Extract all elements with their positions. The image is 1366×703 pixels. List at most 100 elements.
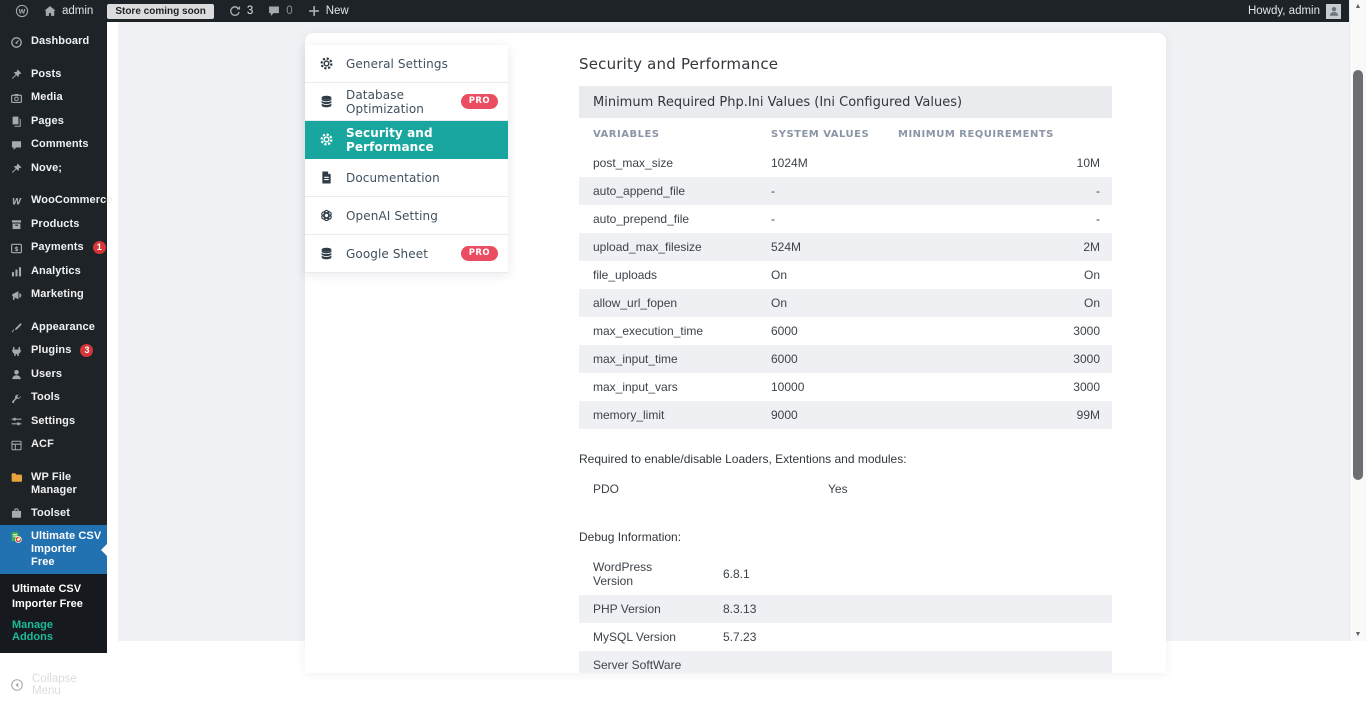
sidebar-item-settings[interactable]: Settings (0, 410, 107, 434)
updates-count: 3 (247, 5, 253, 17)
debug-value: 6.8.1 (709, 553, 1112, 595)
debug-note: Debug Information: (579, 530, 1112, 544)
variable-name: auto_prepend_file (579, 205, 757, 233)
submenu-item-manage-addons[interactable]: Manage Addons (12, 619, 95, 643)
store-coming-soon-badge[interactable]: Store coming soon (107, 4, 214, 19)
minimum-requirement: 10M (884, 149, 1112, 177)
minimum-requirement: On (884, 261, 1112, 289)
table-row: allow_url_fopen On On (579, 289, 1112, 317)
collapse-menu-button[interactable]: Collapse Menu (0, 667, 107, 703)
products-icon (10, 218, 23, 231)
debug-value: 8.3.13 (709, 595, 1112, 623)
table-row: upload_max_filesize 524M 2M (579, 233, 1112, 261)
table-header-row: VARIABLES SYSTEM VALUES MINIMUM REQUIREM… (579, 118, 1112, 149)
sidebar-item-pages[interactable]: Pages (0, 110, 107, 134)
settings-tab-list: General Settings Database Optimization P… (305, 45, 508, 273)
sidebar-item-acf[interactable]: ACF (0, 433, 107, 457)
sidebar-item-appearance[interactable]: Appearance (0, 316, 107, 340)
tab-database-optimization[interactable]: Database Optimization PRO (305, 83, 508, 121)
marketing-icon (10, 289, 23, 302)
table-row: file_uploads On On (579, 261, 1112, 289)
new-content-button[interactable]: New (300, 0, 356, 22)
sidebar-item-posts[interactable]: Posts (0, 63, 107, 87)
updates-button[interactable]: 3 (221, 0, 260, 22)
minimum-requirement: - (884, 205, 1112, 233)
site-link[interactable]: admin (36, 0, 100, 22)
sidebar-item-ultimate-csv-importer-free[interactable]: Ultimate CSV Importer Free (0, 525, 107, 574)
comments-button[interactable]: 0 (260, 0, 299, 22)
notification-badge: 1 (93, 241, 106, 254)
tab-google-sheet[interactable]: Google Sheet PRO (305, 235, 508, 273)
acf-icon (10, 439, 23, 452)
user-avatar-icon (1328, 5, 1340, 17)
variable-name: auto_append_file (579, 177, 757, 205)
variable-name: post_max_size (579, 149, 757, 177)
pro-badge: PRO (461, 246, 498, 261)
table-row: auto_prepend_file - - (579, 205, 1112, 233)
ini-values-rows: post_max_size 1024M 10M auto_append_file… (579, 149, 1112, 429)
system-value: 1024M (757, 149, 884, 177)
howdy-text: Howdy, admin (1248, 5, 1320, 17)
table-row: memory_limit 9000 99M (579, 401, 1112, 429)
analytics-icon (10, 265, 23, 278)
tab-documentation[interactable]: Documentation (305, 159, 508, 197)
tab-security-and-performance[interactable]: Security and Performance (305, 121, 508, 159)
loaders-table: PDO Yes (579, 475, 1112, 503)
sidebar-item-wp-file-manager[interactable]: WP File Manager (0, 466, 107, 502)
sidebar-item-toolset[interactable]: Toolset (0, 502, 107, 526)
system-value: 10000 (757, 373, 884, 401)
openai-icon (319, 208, 334, 223)
page-title: Security and Performance (579, 55, 1112, 73)
payments-icon: $ (10, 242, 23, 255)
sidebar-item-media[interactable]: Media (0, 86, 107, 110)
loaders-note: Required to enable/disable Loaders, Exte… (579, 452, 1112, 466)
ini-values-table: VARIABLES SYSTEM VALUES MINIMUM REQUIREM… (579, 118, 1112, 429)
notification-badge: 3 (80, 344, 93, 357)
tab-general-settings[interactable]: General Settings (305, 45, 508, 83)
system-value: On (757, 289, 884, 317)
submenu-item-ultimate-csv-importer-free[interactable]: Ultimate CSV Importer Free (12, 582, 95, 612)
debug-value: 5.7.23 (709, 623, 1112, 651)
collapse-arrow-icon (10, 678, 24, 692)
sidebar-item-nove[interactable]: Nove; (0, 157, 107, 181)
sidebar-item-dashboard[interactable]: Dashboard (0, 30, 107, 54)
variable-name: file_uploads (579, 261, 757, 289)
database-icon (319, 94, 334, 109)
table-row: max_execution_time 6000 3000 (579, 317, 1112, 345)
sidebar-item-payments[interactable]: $ Payments 1 (0, 236, 107, 260)
tools-icon (10, 392, 23, 405)
scroll-up-arrow-icon[interactable]: ▲ (1350, 3, 1366, 10)
system-value: 6000 (757, 317, 884, 345)
debug-rows: WordPress Version 6.8.1 PHP Version 8.3.… (579, 553, 1112, 673)
pin-icon (10, 68, 23, 81)
minimum-requirement: 3000 (884, 317, 1112, 345)
sidebar-item-marketing[interactable]: Marketing (0, 283, 107, 307)
tab-openai-setting[interactable]: OpenAI Setting (305, 197, 508, 235)
csv-importer-icon (10, 531, 23, 544)
minimum-requirement: On (884, 289, 1112, 317)
appearance-icon (10, 321, 23, 334)
sidebar-item-plugins[interactable]: Plugins 3 (0, 339, 107, 363)
scrollbar-thumb[interactable] (1353, 70, 1363, 480)
scroll-down-arrow-icon[interactable]: ▼ (1350, 631, 1366, 638)
sidebar-item-woocommerce[interactable]: W WooCommerce (0, 189, 107, 213)
page-scrollbar[interactable]: ▲ ▼ (1349, 0, 1366, 641)
loader-name: PDO (579, 475, 814, 503)
settings-tabs: General Settings Database Optimization P… (305, 33, 508, 673)
wordpress-menu-button[interactable]: W (8, 0, 36, 22)
sidebar-menu: Dashboard Posts Media Pages Comments (0, 22, 107, 574)
debug-value (709, 651, 1112, 673)
toolset-icon (10, 507, 23, 520)
sidebar-item-analytics[interactable]: Analytics (0, 260, 107, 284)
avatar (1326, 4, 1341, 19)
sidebar-item-tools[interactable]: Tools (0, 386, 107, 410)
minimum-requirement: - (884, 177, 1112, 205)
sidebar-item-comments[interactable]: Comments (0, 133, 107, 157)
sidebar-item-users[interactable]: Users (0, 363, 107, 387)
sidebar-item-products[interactable]: Products (0, 213, 107, 237)
document-icon (319, 170, 334, 185)
users-icon (10, 368, 23, 381)
admin-bar: W admin Store coming soon 3 0 New Howdy,… (0, 0, 1349, 22)
debug-name: PHP Version (579, 595, 709, 623)
account-menu[interactable]: Howdy, admin (1248, 0, 1349, 22)
